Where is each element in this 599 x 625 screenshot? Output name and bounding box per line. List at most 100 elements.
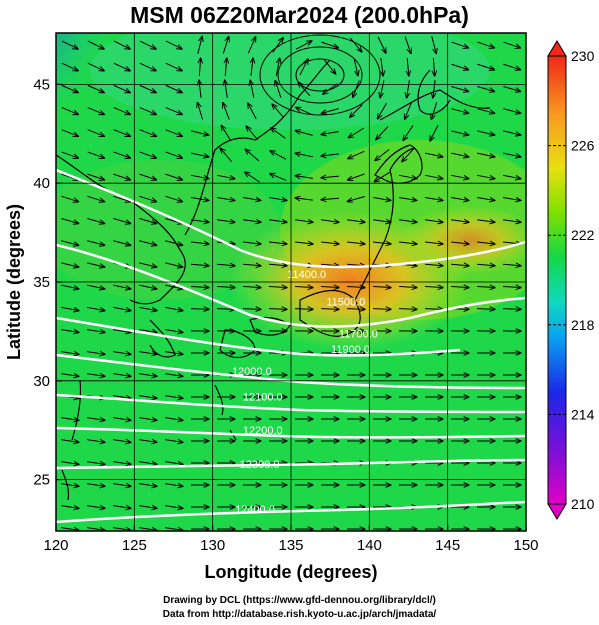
wind-arrow (242, 264, 261, 266)
wind-arrow (268, 264, 287, 266)
wind-arrow (165, 129, 183, 137)
wind-arrow (61, 418, 79, 421)
wind-arrow (165, 306, 183, 310)
wind-arrow (165, 195, 182, 201)
wind-arrow (376, 126, 389, 139)
wind-arrow (61, 440, 79, 443)
wind-arrow (321, 108, 339, 114)
y-axis-label: Latitude (degrees) (4, 204, 24, 360)
wind-arrow (450, 264, 469, 266)
wind-arrow (165, 330, 183, 333)
wind-arrow (295, 220, 313, 222)
wind-arrow (217, 198, 235, 201)
wind-arrow (113, 484, 131, 487)
wind-arrow (399, 242, 417, 244)
wind-arrow (433, 57, 434, 76)
wind-arrow (502, 286, 521, 287)
wind-arrow (87, 62, 104, 71)
wind-arrow (113, 396, 131, 399)
wind-arrow (223, 103, 230, 120)
wind-arrow (372, 286, 391, 287)
wind-arrow (113, 284, 131, 289)
wind-arrow (320, 264, 339, 266)
wind-arrow (165, 84, 182, 92)
wind-arrow (295, 153, 313, 158)
wind-arrow (139, 418, 157, 421)
wind-arrow (139, 462, 157, 465)
wind-arrow (87, 173, 104, 180)
wind-arrow (346, 286, 365, 287)
colorbar-tick-label: 226 (571, 138, 595, 154)
wind-arrow (321, 198, 340, 199)
wind-arrow (347, 220, 365, 222)
wind-arrow (61, 218, 78, 224)
wind-arrow (477, 198, 495, 201)
wind-arrow (165, 396, 183, 399)
wind-arrow (381, 58, 383, 76)
wind-arrow (113, 418, 131, 421)
wind-arrow (61, 374, 79, 377)
wind-arrow (380, 80, 385, 98)
wind-arrow (477, 220, 495, 222)
wind-arrow (220, 148, 233, 163)
wind-arrow (87, 330, 105, 333)
wind-arrow (348, 150, 365, 158)
wind-arrow (268, 286, 287, 287)
wind-arrow (191, 130, 208, 135)
wind-arrow (190, 309, 209, 310)
wind-arrow (113, 352, 131, 355)
wind-arrow (402, 148, 415, 161)
wind-arrow (197, 102, 204, 120)
wind-arrow (275, 58, 279, 76)
wind-arrow (349, 37, 362, 52)
wind-arrow (190, 286, 209, 287)
wind-arrow (139, 40, 156, 49)
wind-arrow (294, 286, 313, 287)
contour-label: 11400.0 (287, 269, 326, 281)
contour-label: 11900.0 (331, 344, 370, 356)
wind-arrow (87, 218, 104, 224)
wind-arrow (477, 108, 494, 114)
x-tick-label: 120 (43, 537, 68, 554)
y-tick-label: 45 (33, 76, 50, 93)
wind-arrow (321, 176, 340, 178)
wind-arrow (61, 506, 79, 509)
wind-arrow (139, 107, 157, 115)
wind-arrow (248, 103, 257, 120)
wind-arrow (165, 484, 183, 487)
wind-arrow (87, 107, 105, 115)
wind-arrow (476, 264, 495, 266)
wind-arrow (502, 309, 521, 310)
wind-arrow (503, 85, 520, 91)
wind-arrow (197, 36, 202, 54)
wind-arrow (353, 58, 358, 76)
wind-arrow (87, 440, 105, 443)
wind-arrow (346, 309, 365, 310)
wind-arrow (87, 484, 105, 487)
wind-arrow (61, 284, 79, 289)
wind-arrow (272, 38, 283, 53)
wind-arrow (139, 262, 157, 267)
contour-label: 12000.0 (232, 366, 272, 378)
wind-arrow (87, 151, 105, 158)
wind-arrow (348, 127, 364, 137)
wind-arrow (398, 286, 417, 287)
wind-arrow (61, 462, 79, 465)
wind-arrow (165, 107, 183, 115)
wind-arrow (113, 506, 131, 509)
wind-arrow (87, 195, 104, 201)
wind-arrow (477, 242, 495, 244)
wind-arrow (61, 195, 78, 201)
x-tick-label: 125 (122, 537, 147, 554)
colorbar-tick-label: 218 (571, 317, 595, 333)
wind-arrow (404, 36, 411, 53)
wind-arrow (451, 198, 469, 201)
geopotential-contours (56, 168, 526, 524)
wind-arrow (113, 62, 130, 71)
wind-arrow (295, 176, 313, 179)
wind-arrow (139, 240, 156, 246)
wind-arrow (503, 63, 520, 69)
wind-arrow (247, 37, 255, 54)
wind-arrow (398, 309, 417, 310)
